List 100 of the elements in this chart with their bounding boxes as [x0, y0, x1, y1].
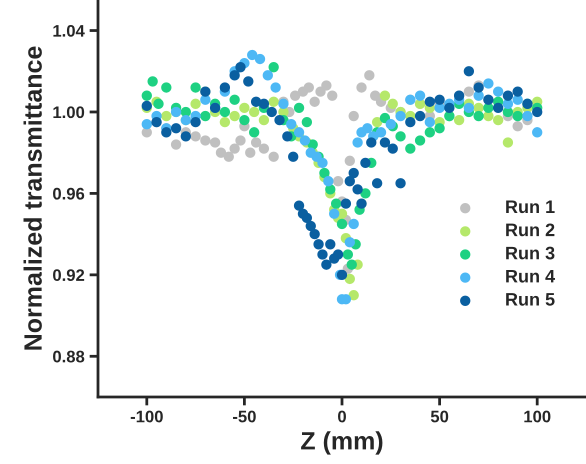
legend-label: Run 5	[506, 293, 555, 306]
point	[229, 110, 240, 122]
point	[190, 98, 201, 109]
point	[372, 117, 382, 128]
point	[239, 102, 250, 114]
point	[288, 152, 298, 162]
point	[286, 119, 296, 130]
point	[229, 70, 240, 80]
point	[142, 90, 152, 101]
legend-label: Run 2	[506, 223, 554, 236]
point	[224, 152, 234, 162]
point	[268, 62, 279, 72]
point	[327, 90, 338, 101]
point	[502, 90, 514, 101]
point	[372, 178, 382, 188]
point	[332, 249, 344, 260]
point	[262, 70, 273, 80]
point	[346, 260, 357, 270]
point	[342, 249, 354, 260]
point	[512, 110, 523, 122]
point	[220, 82, 230, 93]
point	[323, 176, 334, 186]
point	[216, 148, 226, 158]
point	[330, 198, 342, 209]
x-axis-title: Z (mm)	[301, 431, 382, 455]
point	[366, 137, 376, 148]
point	[352, 137, 363, 148]
point	[380, 137, 390, 148]
x-tick-label: -100	[130, 410, 163, 422]
point	[380, 90, 390, 101]
point	[245, 148, 256, 158]
point	[512, 86, 523, 97]
y-tick-label: 1.00	[53, 106, 84, 118]
point	[348, 290, 359, 300]
point	[336, 218, 348, 230]
point	[310, 228, 320, 240]
point	[464, 66, 474, 76]
x-tick-label: 0	[338, 410, 346, 422]
point	[464, 102, 474, 114]
point	[414, 90, 426, 101]
point	[364, 70, 374, 80]
point	[190, 131, 201, 142]
point	[294, 102, 304, 114]
point	[250, 137, 262, 148]
point	[493, 114, 504, 126]
y-tick-label: 0.92	[53, 269, 84, 282]
point	[302, 212, 312, 223]
point	[348, 168, 359, 178]
point	[239, 114, 250, 126]
point	[290, 90, 300, 101]
point	[348, 110, 359, 122]
point	[395, 178, 406, 188]
point	[414, 135, 426, 146]
legend-label: Run 1	[506, 200, 555, 214]
point	[493, 102, 504, 114]
point	[249, 127, 260, 138]
point	[522, 110, 533, 122]
point	[532, 127, 542, 138]
point	[512, 121, 523, 132]
point	[348, 218, 359, 230]
point	[268, 152, 279, 162]
point	[243, 76, 254, 87]
point	[502, 137, 514, 148]
point	[270, 82, 281, 93]
point	[360, 158, 371, 168]
point	[220, 106, 230, 118]
point	[321, 260, 332, 270]
point	[352, 184, 363, 194]
point	[344, 156, 355, 166]
point	[249, 106, 260, 118]
point	[329, 208, 340, 219]
point	[344, 237, 355, 248]
point	[258, 114, 270, 126]
point	[317, 249, 328, 260]
point	[424, 127, 435, 138]
point	[161, 127, 172, 138]
point	[266, 106, 277, 118]
point	[405, 143, 416, 154]
point	[317, 158, 328, 168]
point	[414, 110, 426, 122]
point	[310, 96, 320, 107]
point	[258, 143, 270, 154]
point	[304, 82, 314, 93]
point	[376, 127, 386, 138]
point	[294, 200, 304, 211]
point	[424, 96, 435, 107]
x-tick-label: -50	[233, 410, 256, 422]
point	[356, 82, 367, 93]
point	[388, 143, 398, 154]
point	[200, 110, 211, 122]
y-tick-label: 1.04	[53, 24, 85, 37]
point	[235, 135, 246, 146]
legend-label: Run 4	[506, 270, 556, 283]
point	[274, 114, 285, 126]
point	[282, 131, 292, 142]
point	[344, 274, 355, 284]
point	[200, 135, 211, 146]
point	[319, 168, 330, 178]
point	[325, 239, 336, 250]
point	[473, 110, 484, 122]
